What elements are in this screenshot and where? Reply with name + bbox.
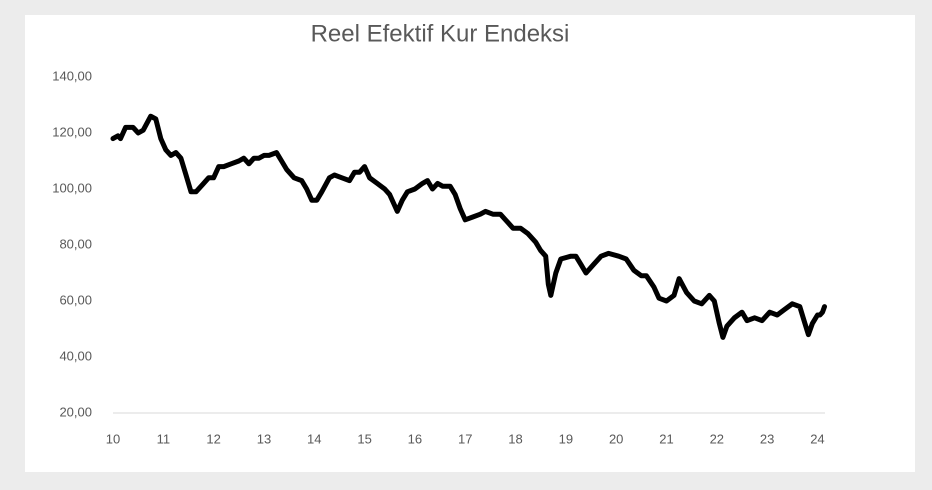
x-tick-label: 13 — [257, 431, 271, 446]
x-tick-label: 20 — [609, 431, 623, 446]
y-tick-label: 100,00 — [52, 180, 92, 195]
x-tick-label: 23 — [760, 431, 774, 446]
x-tick-label: 11 — [157, 431, 171, 446]
x-tick-label: 18 — [508, 431, 522, 446]
chart-title: Reel Efektif Kur Endeksi — [311, 20, 570, 47]
y-tick-label: 80,00 — [59, 236, 92, 251]
chart-panel — [25, 15, 915, 472]
x-tick-label: 16 — [408, 431, 422, 446]
y-tick-label: 140,00 — [52, 68, 92, 83]
x-tick-label: 10 — [106, 431, 120, 446]
x-tick-label: 17 — [458, 431, 472, 446]
x-tick-label: 15 — [357, 431, 371, 446]
y-tick-label: 60,00 — [59, 292, 92, 307]
x-tick-label: 19 — [559, 431, 573, 446]
line-series — [110, 113, 827, 340]
x-tick-label: 24 — [810, 431, 824, 446]
y-tick-label: 120,00 — [52, 124, 92, 139]
y-tick-label: 20,00 — [59, 404, 92, 419]
y-tick-label: 40,00 — [59, 348, 92, 363]
x-tick-label: 21 — [659, 431, 673, 446]
x-tick-label: 12 — [206, 431, 220, 446]
x-tick-label: 14 — [307, 431, 321, 446]
x-tick-label: 22 — [710, 431, 724, 446]
